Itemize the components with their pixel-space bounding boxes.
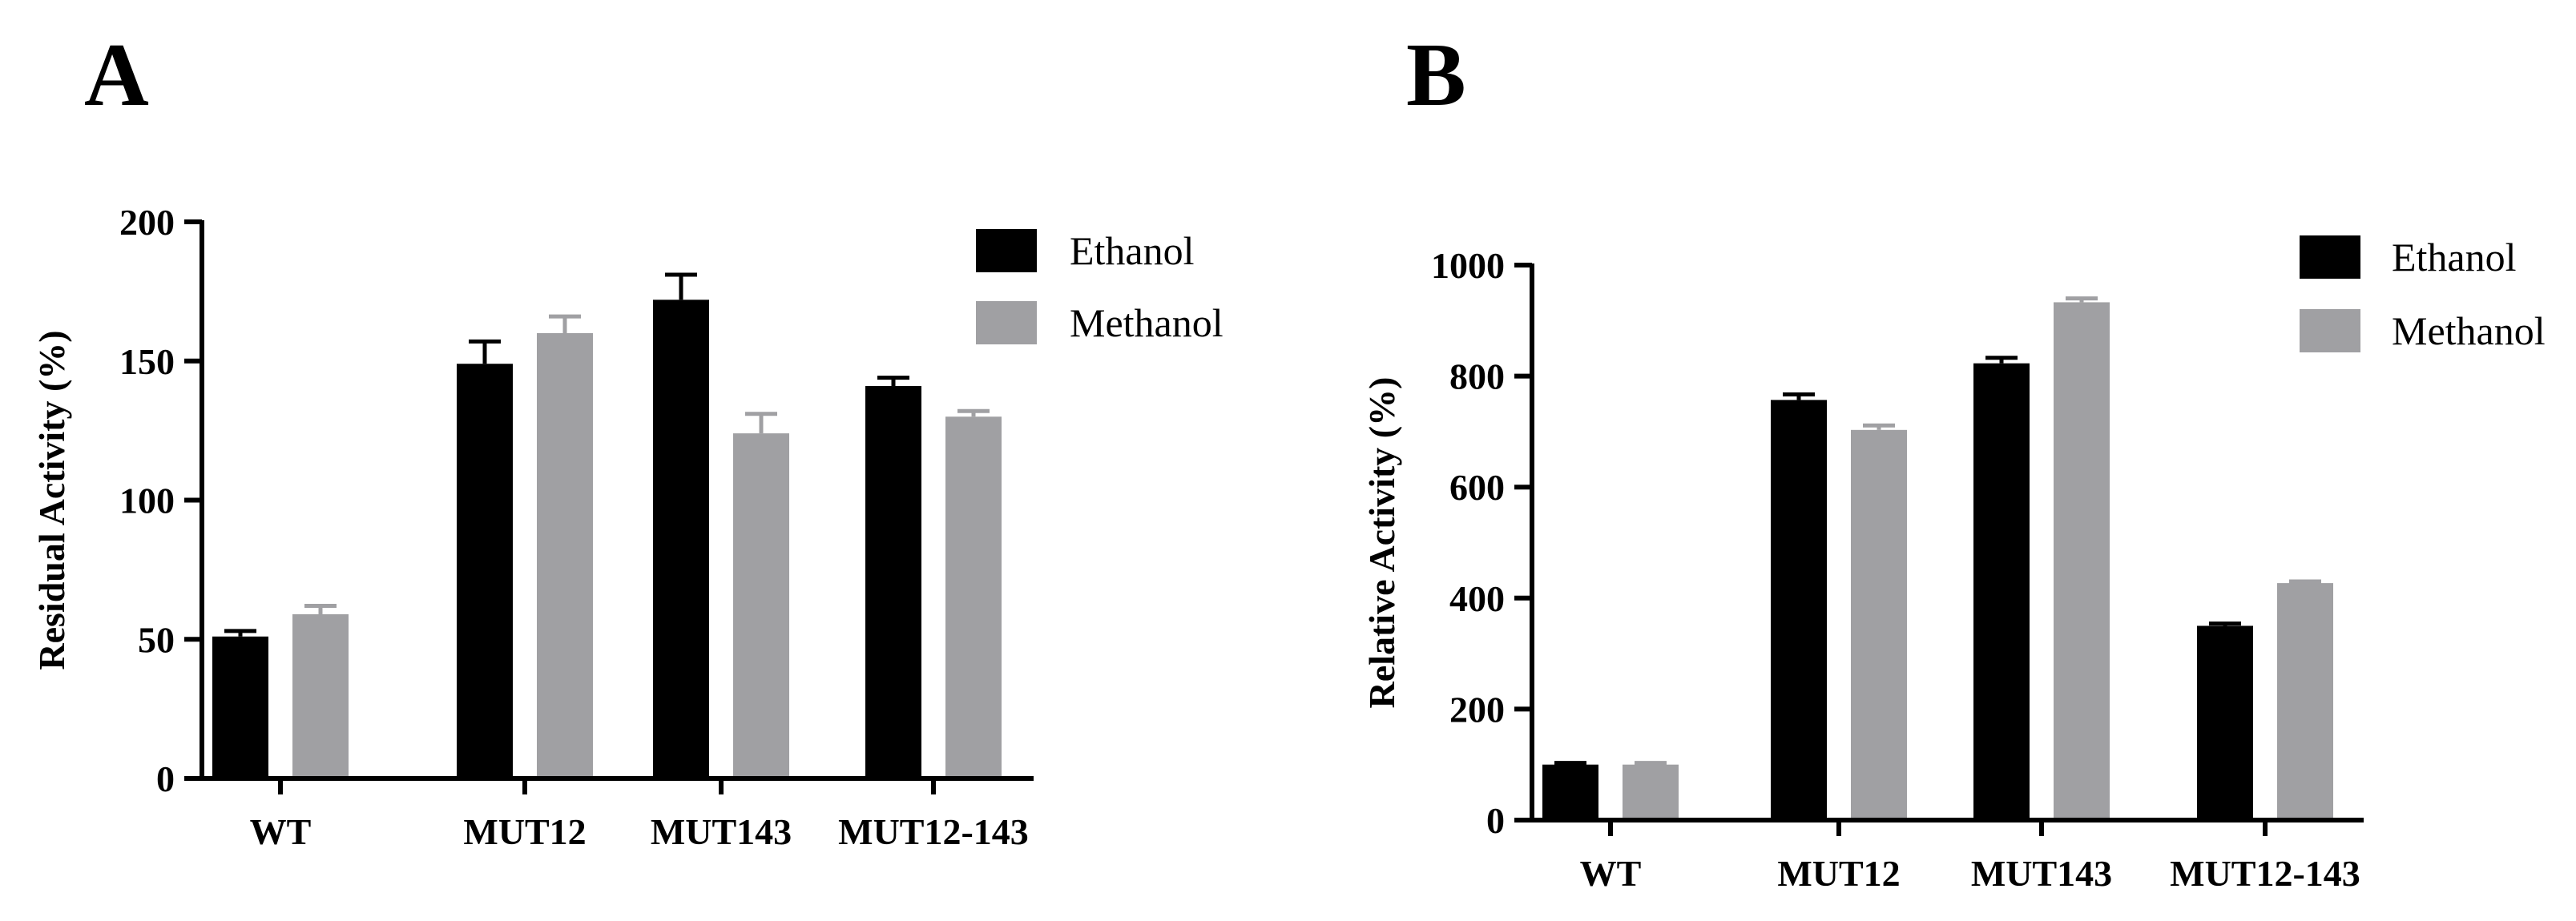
x-tick-label-wt: WT bbox=[250, 811, 312, 852]
error-bar-ethanol-mut143 bbox=[1985, 356, 2018, 364]
chart-a: 0 50 100 150 200 WT MUT12 MUT143 MUT12-143 Residu… bbox=[31, 202, 1223, 852]
error-bar-methanol-wt bbox=[304, 604, 337, 614]
error-bar-ethanol-mut143 bbox=[665, 272, 697, 300]
legend-swatch-methanol bbox=[2300, 309, 2360, 352]
bar-methanol-wt bbox=[292, 613, 349, 778]
error-bar-ethanol-wt bbox=[1554, 761, 1586, 766]
bar-methanol-mut143 bbox=[2054, 302, 2110, 820]
panel-label-a: A bbox=[84, 26, 149, 125]
legend-swatch-ethanol bbox=[976, 229, 1037, 272]
y-tick-label: 800 bbox=[1449, 356, 1505, 397]
bar-ethanol-mut12 bbox=[1771, 400, 1827, 820]
bar-ethanol-wt bbox=[1542, 764, 1598, 820]
y-tick-label: 150 bbox=[119, 341, 175, 382]
x-tick-label-mut12-143: MUT12-143 bbox=[838, 811, 1029, 852]
chart-b: 0 200 400 600 800 1000 WT MUT12 MUT143 MUT12-143 R… bbox=[1361, 235, 2546, 894]
y-tick-label: 400 bbox=[1449, 578, 1505, 619]
bar-methanol-wt bbox=[1623, 764, 1679, 820]
bar-ethanol-mut143 bbox=[1973, 363, 2030, 820]
error-bar-methanol-mut12 bbox=[549, 314, 581, 333]
error-bar-ethanol-mut12-143 bbox=[877, 376, 909, 387]
error-bar-methanol-mut143 bbox=[745, 412, 777, 434]
panel-label-b: B bbox=[1406, 26, 1466, 125]
bar-ethanol-mut12-143 bbox=[865, 386, 921, 778]
bar-ethanol-mut12 bbox=[457, 364, 513, 779]
error-bar-methanol-mut143 bbox=[2066, 296, 2098, 303]
error-bar-methanol-mut12-143 bbox=[2289, 579, 2321, 584]
y-tick-label: 50 bbox=[138, 619, 175, 660]
x-tick-label-mut12-143: MUT12-143 bbox=[2170, 853, 2360, 894]
error-bar-ethanol-wt bbox=[224, 629, 256, 637]
bar-ethanol-wt bbox=[212, 636, 268, 778]
legend-label-ethanol: Ethanol bbox=[2392, 235, 2517, 280]
error-bar-ethanol-mut12 bbox=[469, 339, 501, 364]
x-tick-label-mut12: MUT12 bbox=[1777, 853, 1900, 894]
error-bar-methanol-mut12 bbox=[1863, 423, 1895, 430]
bar-methanol-mut12 bbox=[537, 333, 593, 778]
error-bar-ethanol-mut12-143 bbox=[2209, 621, 2241, 626]
y-tick-label: 200 bbox=[119, 202, 175, 243]
y-tick-label: 1000 bbox=[1431, 245, 1505, 286]
bar-ethanol-mut12-143 bbox=[2197, 625, 2253, 820]
y-axis-title: Relative Activity (%) bbox=[1361, 377, 1402, 709]
y-tick-label: 600 bbox=[1449, 467, 1505, 508]
y-tick-label: 200 bbox=[1449, 689, 1505, 730]
legend-label-ethanol: Ethanol bbox=[1070, 228, 1195, 273]
bar-methanol-mut12-143 bbox=[2277, 583, 2333, 820]
x-tick-label-wt: WT bbox=[1580, 853, 1642, 894]
bar-methanol-mut12 bbox=[1851, 429, 1907, 820]
legend-label-methanol: Methanol bbox=[1070, 300, 1223, 345]
y-tick-label: 100 bbox=[119, 481, 175, 521]
legend-label-methanol: Methanol bbox=[2392, 308, 2546, 353]
bar-methanol-mut12-143 bbox=[945, 416, 1002, 778]
y-axis-title: Residual Activity (%) bbox=[31, 330, 72, 670]
legend-swatch-ethanol bbox=[2300, 235, 2360, 279]
error-bar-methanol-wt bbox=[1635, 761, 1667, 766]
bar-methanol-mut143 bbox=[733, 433, 789, 778]
legend-swatch-methanol bbox=[976, 301, 1037, 344]
x-tick-label-mut12: MUT12 bbox=[463, 811, 586, 852]
y-tick-label: 0 bbox=[1486, 800, 1505, 841]
error-bar-methanol-mut12-143 bbox=[957, 408, 990, 417]
bar-ethanol-mut143 bbox=[653, 300, 709, 778]
error-bar-ethanol-mut12 bbox=[1783, 392, 1815, 400]
y-tick-label: 0 bbox=[156, 758, 175, 799]
x-tick-label-mut143: MUT143 bbox=[1971, 853, 2112, 894]
x-tick-label-mut143: MUT143 bbox=[651, 811, 792, 852]
